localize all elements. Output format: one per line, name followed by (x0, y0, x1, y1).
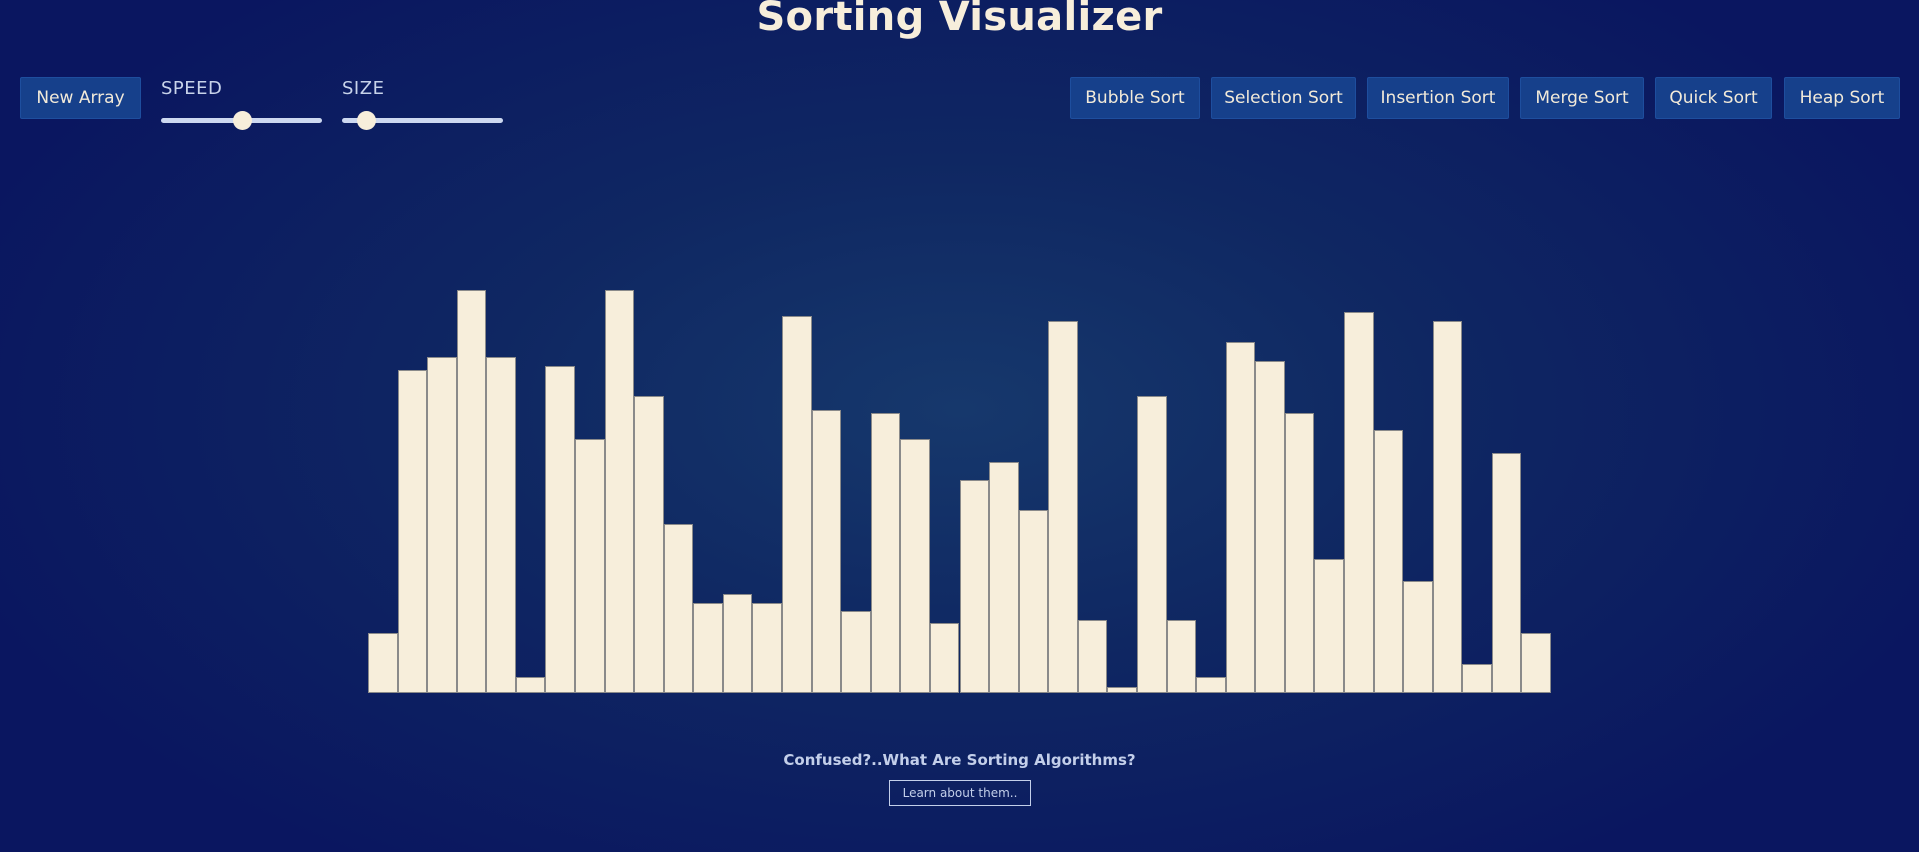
array-bar (1018, 509, 1049, 693)
new-array-button[interactable]: New Array (20, 77, 141, 119)
array-bar (515, 676, 546, 693)
speed-slider-thumb[interactable] (232, 111, 252, 130)
selection-sort-button[interactable]: Selection Sort (1211, 77, 1356, 119)
array-bar (1403, 581, 1433, 693)
array-bars (368, 290, 1551, 693)
array-bar (959, 480, 990, 693)
array-bar (900, 439, 930, 693)
array-bar (1343, 312, 1374, 693)
array-bar (1491, 453, 1522, 693)
page-title: Sorting Visualizer (756, 0, 1163, 40)
size-slider[interactable] (342, 111, 503, 130)
array-bar (841, 611, 871, 693)
speed-slider[interactable] (161, 111, 322, 130)
array-bar (752, 603, 783, 693)
quick-sort-button[interactable]: Quick Sort (1655, 77, 1772, 119)
array-bar (663, 523, 694, 693)
array-bar (456, 290, 487, 693)
array-bar (1373, 430, 1404, 693)
insertion-sort-button[interactable]: Insertion Sort (1367, 77, 1509, 119)
array-bar (1107, 686, 1137, 693)
array-bar (427, 356, 457, 693)
array-bar (634, 395, 664, 693)
speed-label: SPEED (161, 78, 223, 99)
merge-sort-button[interactable]: Merge Sort (1520, 77, 1644, 119)
array-bar (811, 409, 842, 693)
array-bar (722, 594, 753, 693)
array-bar (604, 290, 635, 693)
array-bar (1284, 412, 1315, 693)
array-bar (1314, 559, 1344, 693)
array-bar (693, 603, 723, 693)
array-bar (1521, 632, 1551, 693)
size-slider-track[interactable] (342, 118, 503, 123)
array-bar (782, 316, 812, 693)
array-bar (486, 356, 516, 693)
array-bar (1255, 360, 1285, 693)
learn-about-them-button[interactable]: Learn about them.. (889, 780, 1031, 806)
array-bar (1196, 676, 1226, 693)
size-slider-thumb[interactable] (357, 111, 377, 130)
heap-sort-button[interactable]: Heap Sort (1784, 77, 1900, 119)
array-bar (870, 412, 901, 693)
array-bar (1225, 342, 1256, 693)
array-bar (1432, 321, 1463, 693)
array-bar (545, 365, 575, 693)
sorting-question-heading: Confused?..What Are Sorting Algorithms? (783, 751, 1136, 769)
bubble-sort-button[interactable]: Bubble Sort (1070, 77, 1200, 119)
array-bar (1048, 321, 1078, 693)
array-bar (575, 439, 605, 693)
array-bar (397, 369, 428, 693)
size-label: SIZE (342, 78, 385, 99)
array-bar (1077, 620, 1108, 693)
array-bar (368, 632, 398, 693)
array-bar (1462, 663, 1492, 693)
array-bar (929, 623, 960, 693)
array-bar (1166, 620, 1197, 693)
array-bar (989, 462, 1019, 693)
array-bar (1136, 395, 1167, 693)
